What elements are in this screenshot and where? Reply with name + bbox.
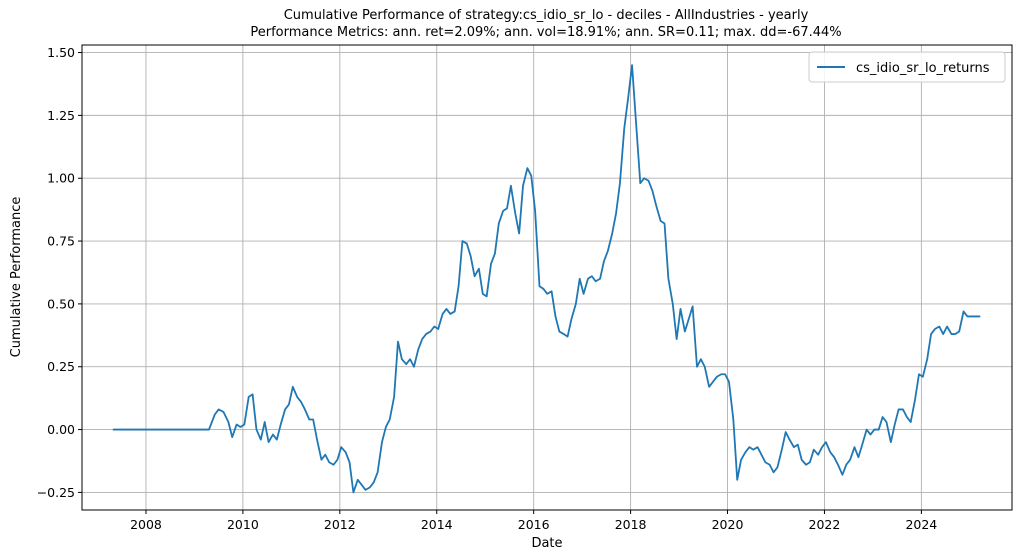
legend-box [808, 51, 1006, 83]
x-tick-label: 2020 [712, 517, 744, 532]
x-axis-label: Date [531, 536, 562, 551]
y-tick-label: 0.75 [47, 234, 75, 249]
plot-frame [81, 44, 1013, 511]
y-axis-label: Cumulative Performance [9, 197, 24, 358]
chart-subtitle: Performance Metrics: ann. ret=2.09%; ann… [250, 25, 841, 40]
legend: cs_idio_sr_lo_returns [808, 51, 1006, 83]
y-tick-label: −0.25 [37, 485, 75, 500]
x-tick-label: 2008 [130, 517, 162, 532]
x-tick-label: 2024 [905, 517, 937, 532]
legend-label: cs_idio_sr_lo_returns [856, 61, 990, 76]
y-tick-label: 1.50 [47, 45, 75, 60]
y-tick-label: 1.00 [47, 171, 75, 186]
axis-ticks: 2008 2010 2012 2014 2016 2018 2020 2022 2024 −0.2… [37, 45, 938, 532]
y-tick-label: 0.00 [47, 422, 75, 437]
y-tick-label: 1.25 [47, 108, 75, 123]
plot-area [82, 45, 1012, 510]
x-tick-label: 2018 [615, 517, 647, 532]
y-tick-label: 0.50 [47, 296, 75, 311]
x-tick-label: 2012 [324, 517, 356, 532]
series-layer [112, 64, 981, 494]
y-tick-label: 0.25 [47, 359, 75, 374]
grid-lines [82, 45, 1012, 510]
x-tick-label: 2010 [227, 517, 259, 532]
x-tick-label: 2016 [518, 517, 550, 532]
x-tick-label: 2014 [421, 517, 453, 532]
series-line [112, 64, 981, 494]
x-tick-label: 2022 [809, 517, 841, 532]
chart-title: Cumulative Performance of strategy:cs_id… [284, 8, 809, 23]
